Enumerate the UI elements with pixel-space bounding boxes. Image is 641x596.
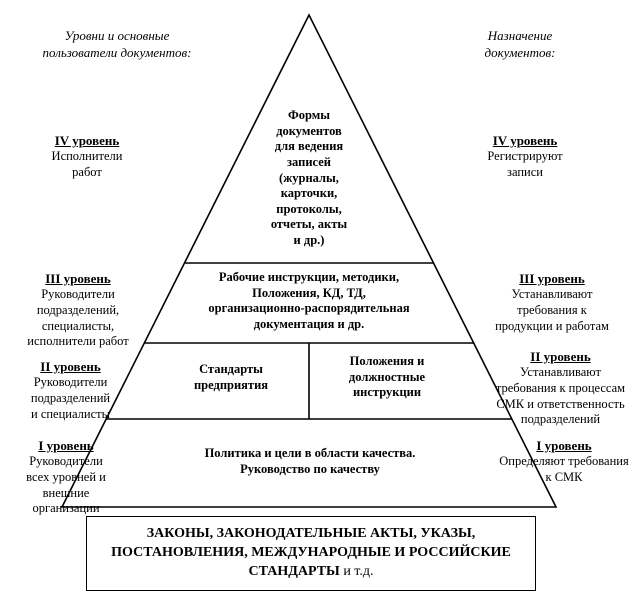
level-1-text: Политика и цели в области качества.Руков… [155, 446, 465, 477]
left-label-2-title: II уровень [8, 359, 133, 375]
right-label-1: I уровень Определяют требованияк СМК [484, 438, 641, 486]
level-3-text: Рабочие инструкции, методики,Положения, … [180, 270, 438, 333]
right-label-1-body: Определяют требованияк СМК [484, 454, 641, 485]
left-label-4-title: IV уровень [22, 133, 152, 149]
left-label-3-body: Руководителиподразделений,специалисты,ис… [8, 287, 148, 350]
right-label-3: III уровень Устанавливаюттребования кпро… [472, 271, 632, 334]
level-4-text: Формыдокументовдля ведениязаписей(журнал… [234, 108, 384, 249]
left-label-3: III уровень Руководителиподразделений,сп… [8, 271, 148, 350]
left-label-3-title: III уровень [8, 271, 148, 287]
level-2-right-text: Положения идолжностныеинструкции [322, 354, 452, 401]
left-label-4-body: Исполнителиработ [22, 149, 152, 180]
left-label-2: II уровень Руководителиподразделенийи сп… [8, 359, 133, 422]
right-label-2: II уровень Устанавливаюттребования к про… [478, 349, 641, 428]
right-label-2-body: Устанавливаюттребования к процессамСМК и… [478, 365, 641, 428]
right-label-2-title: II уровень [478, 349, 641, 365]
diagram-stage: Уровни и основныепользователи документов… [0, 0, 641, 596]
level-2-left-text: Стандартыпредприятия [168, 362, 294, 393]
right-label-4: IV уровень Регистрируютзаписи [455, 133, 595, 181]
base-box: ЗАКОНЫ, ЗАКОНОДАТЕЛЬНЫЕ АКТЫ, УКАЗЫ,ПОСТ… [86, 516, 536, 591]
left-label-4: IV уровень Исполнителиработ [22, 133, 152, 181]
left-label-2-body: Руководителиподразделенийи специалисты [8, 375, 133, 422]
base-box-text: ЗАКОНЫ, ЗАКОНОДАТЕЛЬНЫЕ АКТЫ, УКАЗЫ,ПОСТ… [111, 526, 511, 579]
left-label-1-body: Руководителивсех уровней ивнешниеорганиз… [6, 454, 126, 517]
left-label-1: I уровень Руководителивсех уровней ивнеш… [6, 438, 126, 517]
right-label-1-title: I уровень [484, 438, 641, 454]
right-label-3-title: III уровень [472, 271, 632, 287]
left-label-1-title: I уровень [6, 438, 126, 454]
heading-right: Назначениедокументов: [440, 28, 600, 62]
right-label-3-body: Устанавливаюттребования кпродукции и раб… [472, 287, 632, 334]
right-label-4-body: Регистрируютзаписи [455, 149, 595, 180]
right-label-4-title: IV уровень [455, 133, 595, 149]
heading-left: Уровни и основныепользователи документов… [32, 28, 202, 62]
